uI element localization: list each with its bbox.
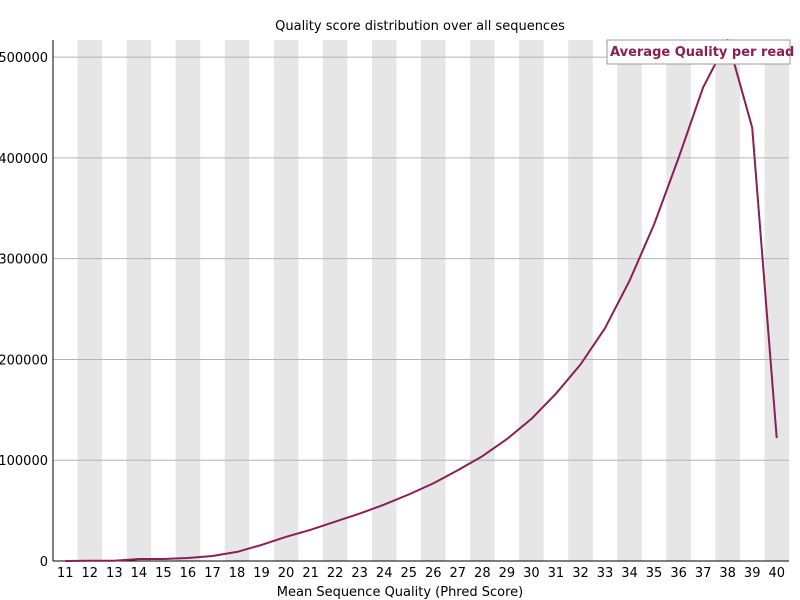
x-tick-label: 35 [646,566,663,581]
x-tick-label: 17 [204,566,221,581]
x-tick-label: 38 [719,566,736,581]
y-tick-labels: 0 100000 200000 300000 400000 500000 [0,51,48,570]
x-tick-label: 24 [376,566,393,581]
horizontal-gridlines [53,56,789,461]
x-tick-label: 36 [670,566,687,581]
legend-entry: Average Quality per read [610,45,794,60]
x-tick-label: 23 [351,566,368,581]
x-tick-label: 30 [523,566,540,581]
y-tick-label: 300000 [0,253,48,268]
x-tick-label: 40 [768,566,785,581]
band-18 [224,40,250,561]
legend-box [606,39,791,65]
chart-title: Quality score distribution over all sequ… [275,19,565,34]
x-tick-label: 14 [131,566,148,581]
band-12 [77,40,103,561]
band-40 [764,40,789,561]
band-26 [421,40,446,561]
band-32 [568,40,593,561]
x-tick-label: 29 [499,566,516,581]
x-tick-label: 13 [106,566,123,581]
x-tick-label: 21 [302,566,319,581]
y-tick-label: 500000 [0,51,48,66]
x-tick-label: 12 [82,566,99,581]
x-tick-label: 11 [57,566,74,581]
x-tick-label: 34 [621,566,638,581]
x-axis-label: Mean Sequence Quality (Phred Score) [277,585,523,600]
band-16 [175,40,201,561]
x-tick-label: 19 [253,566,270,581]
y-tick-label: 400000 [0,152,48,167]
x-tick-label: 39 [744,566,761,581]
x-tick-label: 33 [597,566,614,581]
band-24 [371,40,397,561]
background-bands [77,40,789,561]
x-tick-label: 27 [450,566,467,581]
y-tick-label: 0 [40,555,48,570]
band-14 [126,40,152,561]
legend: Average Quality per read [606,39,794,65]
x-tick-label: 31 [548,566,565,581]
x-tick-label: 32 [572,566,589,581]
x-tick-label: 20 [278,566,295,581]
x-tick-label: 16 [180,566,197,581]
x-tick-label: 28 [474,566,491,581]
x-tick-label: 18 [229,566,246,581]
x-tick-label: 26 [425,566,442,581]
x-tick-label: 25 [400,566,417,581]
y-tick-label: 200000 [0,353,48,368]
x-tick-labels: 11 12 13 14 15 16 17 18 19 20 21 22 23 24 25 26 27 28 29 30… [57,566,785,581]
x-tick-label: 22 [327,566,344,581]
series-lines [65,39,778,562]
y-tick-label: 100000 [0,454,48,469]
band-36 [666,40,691,561]
band-28 [470,40,495,561]
band-20 [273,40,299,561]
band-34 [617,40,642,561]
band-22 [322,40,348,561]
band-30 [519,40,544,561]
series-line-0 [65,39,778,562]
x-tick-label: 15 [155,566,172,581]
x-tick-label: 37 [695,566,712,581]
band-38 [715,40,740,561]
